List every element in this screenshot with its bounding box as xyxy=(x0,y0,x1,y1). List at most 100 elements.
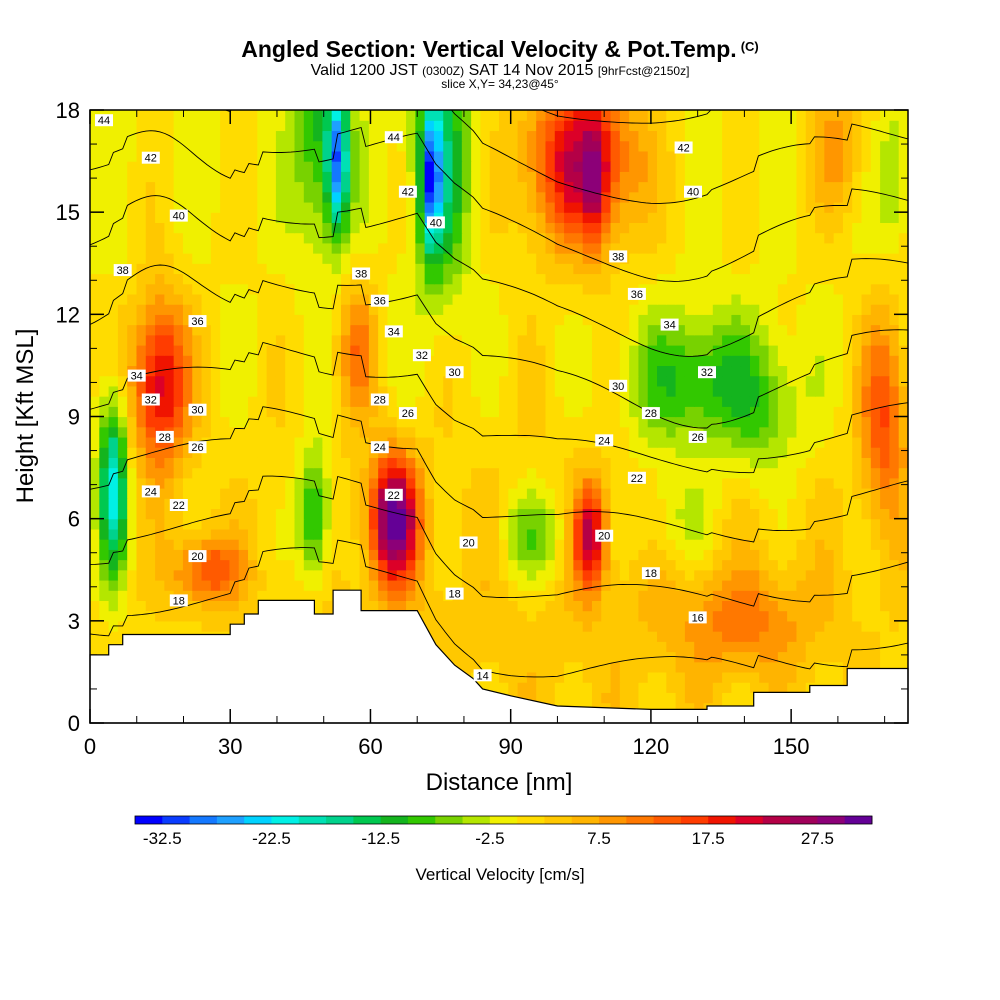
velocity-cell xyxy=(759,549,770,561)
velocity-cell xyxy=(805,293,816,305)
velocity-cell xyxy=(424,436,435,448)
velocity-cell xyxy=(192,283,203,295)
velocity-cell xyxy=(777,498,788,510)
velocity-cell xyxy=(433,150,444,162)
velocity-cell xyxy=(898,426,908,438)
velocity-cell xyxy=(536,293,547,305)
velocity-cell xyxy=(787,518,798,530)
velocity-cell xyxy=(889,579,900,591)
velocity-cell xyxy=(331,191,342,203)
velocity-cell xyxy=(99,222,110,234)
velocity-cell xyxy=(675,365,686,377)
velocity-cell xyxy=(629,396,640,407)
velocity-cell xyxy=(229,600,240,612)
velocity-cell xyxy=(759,283,770,295)
velocity-cell xyxy=(340,436,351,448)
velocity-cell xyxy=(675,293,686,305)
velocity-cell xyxy=(406,477,416,489)
velocity-cell xyxy=(842,528,853,540)
velocity-cell xyxy=(861,334,872,346)
velocity-cell xyxy=(480,467,491,479)
velocity-cell xyxy=(155,344,165,356)
velocity-cell xyxy=(815,396,825,407)
velocity-cell xyxy=(266,181,277,193)
velocity-cell xyxy=(415,426,426,438)
velocity-cell xyxy=(313,508,323,520)
velocity-cell xyxy=(313,467,323,479)
velocity-cell xyxy=(155,324,165,336)
velocity-cell xyxy=(313,365,323,377)
velocity-cell xyxy=(619,324,630,336)
velocity-cell xyxy=(238,477,249,489)
velocity-cell xyxy=(740,620,751,632)
velocity-cell xyxy=(108,242,119,254)
velocity-cell xyxy=(303,324,314,336)
velocity-cell xyxy=(526,447,537,458)
velocity-cell xyxy=(248,293,258,305)
velocity-cell xyxy=(601,150,612,162)
velocity-cell xyxy=(870,171,881,183)
velocity-cell xyxy=(564,385,574,397)
velocity-cell xyxy=(480,355,491,367)
velocity-cell xyxy=(275,498,286,510)
velocity-cell xyxy=(870,447,881,458)
velocity-cell xyxy=(777,457,788,469)
velocity-cell xyxy=(220,191,231,203)
velocity-cell xyxy=(805,569,816,581)
velocity-cell xyxy=(257,426,268,438)
velocity-cell xyxy=(601,140,612,152)
velocity-cell xyxy=(443,436,454,448)
velocity-cell xyxy=(833,171,844,183)
velocity-cell xyxy=(870,498,881,510)
velocity-cell xyxy=(722,406,732,418)
velocity-cell xyxy=(573,355,584,367)
velocity-cell xyxy=(322,161,333,172)
velocity-cell xyxy=(824,671,835,683)
velocity-cell xyxy=(406,528,416,540)
velocity-cell xyxy=(666,488,677,499)
velocity-cell xyxy=(824,222,835,234)
velocity-cell xyxy=(452,201,463,213)
velocity-cell xyxy=(731,692,742,704)
velocity-cell xyxy=(108,283,119,295)
velocity-cell xyxy=(192,579,203,591)
velocity-cell xyxy=(796,467,807,479)
velocity-cell xyxy=(787,242,798,254)
velocity-cell xyxy=(340,314,351,326)
velocity-cell xyxy=(424,314,435,326)
velocity-cell xyxy=(145,314,156,326)
velocity-cell xyxy=(331,436,342,448)
velocity-cell xyxy=(740,426,751,438)
velocity-cell xyxy=(815,324,825,336)
velocity-cell xyxy=(666,569,677,581)
velocity-cell xyxy=(647,355,658,367)
velocity-cell xyxy=(601,620,612,632)
velocity-cell xyxy=(573,641,584,653)
velocity-cell xyxy=(731,171,742,183)
velocity-cell xyxy=(155,355,165,367)
velocity-cell xyxy=(759,518,770,530)
velocity-cell xyxy=(703,477,714,489)
velocity-cell xyxy=(220,498,231,510)
velocity-cell xyxy=(322,590,333,601)
velocity-cell xyxy=(480,222,491,234)
velocity-cell xyxy=(564,355,574,367)
velocity-cell xyxy=(229,242,240,254)
velocity-cell xyxy=(842,457,853,469)
velocity-cell xyxy=(229,150,240,162)
velocity-cell xyxy=(619,416,630,428)
velocity-cell xyxy=(870,201,881,213)
velocity-cell xyxy=(712,396,723,407)
velocity-cell xyxy=(619,283,630,295)
velocity-cell xyxy=(601,212,612,223)
velocity-cell xyxy=(285,375,296,387)
velocity-cell xyxy=(657,661,667,673)
velocity-cell xyxy=(796,620,807,632)
velocity-cell xyxy=(108,273,119,285)
velocity-cell xyxy=(294,406,305,418)
velocity-cell xyxy=(703,610,714,622)
velocity-cell xyxy=(155,140,165,152)
velocity-cell xyxy=(582,467,593,479)
velocity-cell xyxy=(489,283,500,295)
velocity-cell xyxy=(229,518,240,530)
